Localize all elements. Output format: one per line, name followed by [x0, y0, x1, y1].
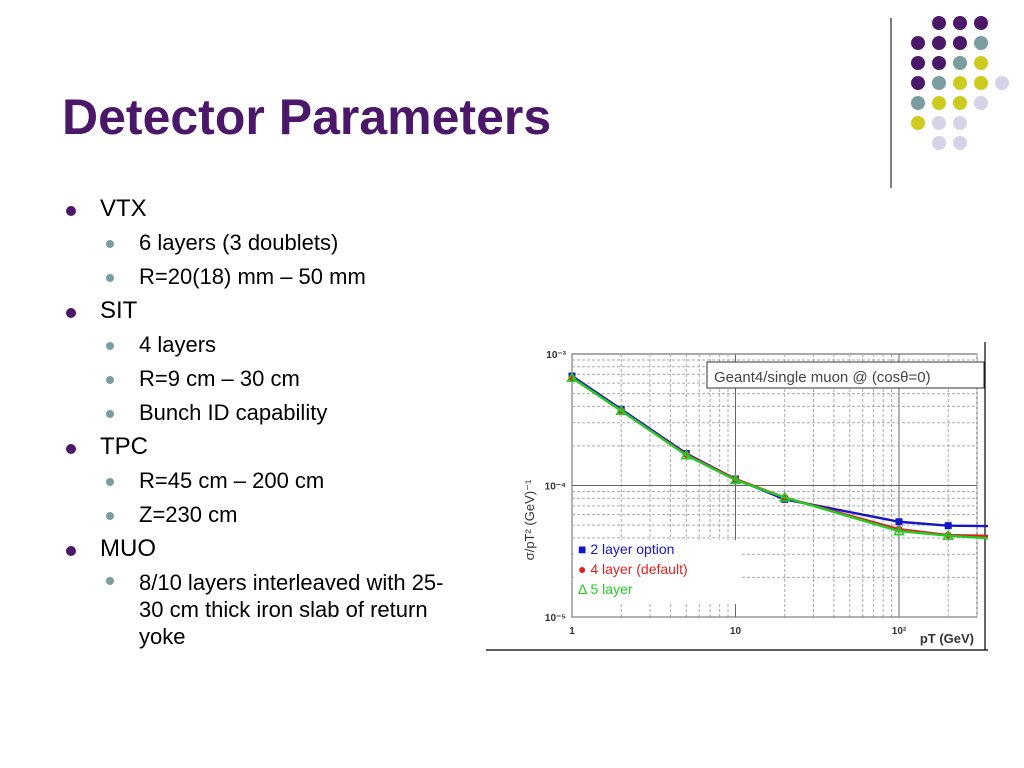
y-tick-label: 10⁻³	[546, 350, 566, 361]
sub-bullet: 6 layers (3 doublets)	[106, 226, 466, 260]
legend-box	[574, 540, 740, 604]
decorative-dot	[932, 96, 946, 110]
y-axis-label: σ/pT² (GeV)⁻¹	[522, 479, 537, 560]
decorative-dot	[974, 96, 988, 110]
x-tick-label: 10²	[892, 626, 907, 637]
bullet-vtx: VTX	[66, 192, 466, 226]
decorative-dot	[953, 16, 967, 30]
sub-bullet: Bunch ID capability	[106, 396, 466, 430]
legend: ■ 2 layer option ● 4 layer (default) Δ 5 l…	[578, 541, 688, 597]
decorative-dot	[932, 116, 946, 130]
decorative-dot	[953, 36, 967, 50]
data-point	[615, 404, 627, 416]
decorative-divider	[890, 18, 892, 188]
bullet-list: VTX 6 layers (3 doublets) R=20(18) mm – …	[66, 192, 466, 650]
chart-annotation: Geant4/single muon @ (cosθ=0)	[714, 369, 931, 386]
legend-entry: ● 4 layer (default)	[578, 561, 688, 577]
sub-bullet: R=9 cm – 30 cm	[106, 362, 466, 396]
data-point	[566, 371, 578, 382]
sub-bullet: 8/10 layers interleaved with 25-30 cm th…	[106, 566, 466, 650]
legend-entry: Δ 5 layer	[578, 581, 633, 597]
decorative-dot	[974, 76, 988, 90]
decorative-dot	[974, 56, 988, 70]
decorative-dot	[932, 76, 946, 90]
sub-bullet: Z=230 cm	[106, 498, 466, 532]
sub-bullet: R=45 cm – 200 cm	[106, 464, 466, 498]
decorative-dot	[932, 56, 946, 70]
decorative-dot	[974, 16, 988, 30]
data-point	[729, 474, 742, 485]
decorative-dot	[932, 136, 946, 150]
data-point	[895, 518, 903, 526]
decorative-dot	[953, 56, 967, 70]
data-point	[893, 525, 905, 536]
data-point	[680, 449, 693, 460]
tick-labels: 1 10 10² 10⁻³ 10⁻⁴ 10⁻⁵	[545, 350, 907, 637]
decorative-dot	[911, 96, 925, 110]
decorative-dot	[953, 76, 967, 90]
x-tick-label: 1	[569, 626, 575, 637]
decorative-dot	[932, 16, 946, 30]
x-tick-label: 10	[730, 626, 742, 637]
sub-bullet: R=20(18) mm – 50 mm	[106, 260, 466, 294]
series-line	[571, 376, 988, 540]
series-layer	[566, 371, 988, 540]
decorative-dot	[995, 76, 1009, 90]
sub-bullet: 4 layers	[106, 328, 466, 362]
bullet-tpc: TPC	[66, 430, 466, 464]
decorative-dot	[932, 36, 946, 50]
y-tick-label: 10⁻⁴	[545, 482, 566, 493]
annotation-box	[706, 361, 985, 389]
decorative-dot	[911, 116, 925, 130]
y-tick-label: 10⁻⁵	[545, 613, 566, 624]
decorative-dot	[911, 56, 925, 70]
data-point	[778, 491, 791, 502]
x-axis-label: pT (GeV)	[920, 631, 974, 646]
decorative-dot	[911, 76, 925, 90]
data-point	[942, 529, 954, 540]
legend-entry: ■ 2 layer option	[578, 541, 674, 557]
decorative-dot	[974, 36, 988, 50]
decorative-dot	[953, 136, 967, 150]
decorative-dot	[953, 116, 967, 130]
slide-title: Detector Parameters	[62, 89, 552, 145]
bullet-sit: SIT	[66, 294, 466, 328]
decorative-dot	[953, 96, 967, 110]
data-point	[944, 522, 952, 530]
decorative-dot	[911, 36, 925, 50]
resolution-chart: 1 10 10² 10⁻³ 10⁻⁴ 10⁻⁵ Geant4/single muon @ …	[486, 342, 988, 651]
bullet-muo: MUO	[66, 532, 466, 566]
